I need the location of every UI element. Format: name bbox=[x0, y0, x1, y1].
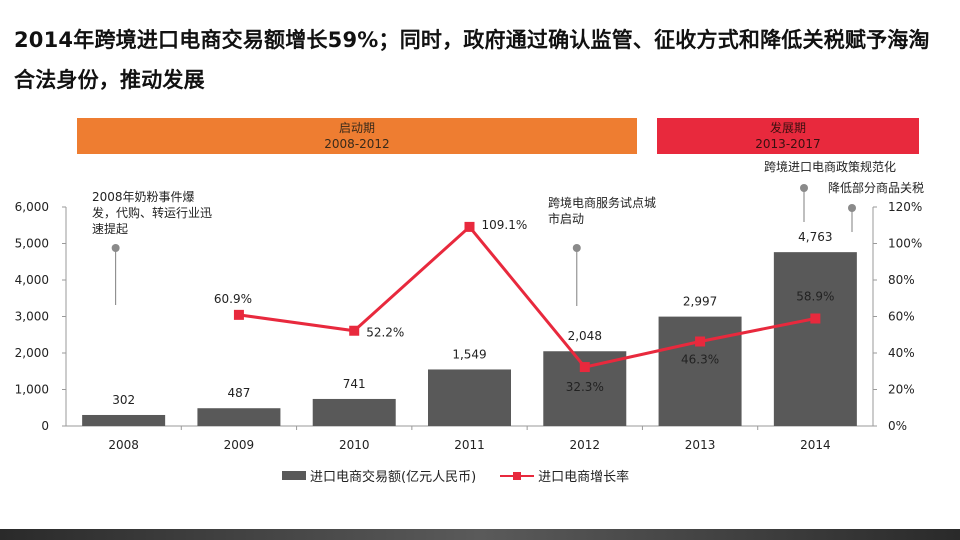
annotation-dot bbox=[800, 184, 808, 192]
x-tick-label: 2010 bbox=[339, 438, 370, 452]
x-tick-label: 2008 bbox=[108, 438, 139, 452]
growth-point bbox=[464, 221, 475, 232]
y-right-tick-label: 120% bbox=[888, 200, 922, 214]
y-left-tick-label: 0 bbox=[41, 419, 49, 433]
legend-line-swatch bbox=[500, 471, 535, 481]
y-left-tick-label: 6,000 bbox=[15, 200, 49, 214]
growth-line bbox=[238, 224, 816, 369]
phase-startup-name: 启动期 bbox=[338, 121, 375, 135]
growth-value-label: 32.3% bbox=[566, 380, 604, 394]
annotation-dot bbox=[848, 204, 856, 212]
growth-point bbox=[349, 325, 360, 336]
phase-development-years: 2013-2017 bbox=[755, 137, 821, 151]
bar-value-label: 302 bbox=[112, 393, 135, 407]
bar bbox=[312, 398, 396, 426]
annotation-2014-policy: 跨境进口电商政策规范化 bbox=[764, 160, 897, 174]
bar-value-label: 741 bbox=[343, 377, 366, 391]
growth-value-label: 109.1% bbox=[482, 218, 528, 232]
bar bbox=[428, 369, 511, 426]
y-right-tick-label: 80% bbox=[888, 273, 915, 287]
growth-value-label: 58.9% bbox=[796, 290, 834, 304]
growth-point bbox=[810, 313, 821, 324]
bar bbox=[773, 252, 857, 426]
bar-value-label: 4,763 bbox=[798, 230, 832, 244]
growth-point bbox=[233, 309, 244, 320]
bar-value-label: 487 bbox=[227, 386, 250, 400]
annotation-dot bbox=[572, 244, 581, 252]
x-tick-label: 2014 bbox=[800, 438, 831, 452]
bar-value-label: 2,997 bbox=[683, 295, 717, 309]
growth-point bbox=[579, 362, 590, 373]
bar-value-label: 2,048 bbox=[568, 329, 602, 343]
annotation-2014-tariff: 降低部分商品关税 bbox=[828, 181, 925, 195]
legend-item-line: 进口电商增长率 bbox=[500, 466, 629, 485]
annotation-2012: 跨境电商服务试点城市启动 bbox=[548, 196, 657, 226]
legend-bar-swatch bbox=[282, 471, 306, 480]
bar bbox=[197, 408, 281, 426]
x-tick-label: 2011 bbox=[454, 438, 485, 452]
annotation-dot bbox=[111, 244, 120, 252]
y-left-tick-label: 4,000 bbox=[15, 273, 49, 287]
annotation-2008: 2008年奶粉事件爆发，代购、转运行业迅速提起 bbox=[92, 190, 213, 236]
legend-item-bar: 进口电商交易额(亿元人民币) bbox=[282, 466, 476, 485]
footer-band bbox=[0, 529, 960, 540]
phase-startup-years: 2008-2012 bbox=[324, 137, 390, 151]
phase-startup: 启动期 2008-2012 bbox=[77, 118, 637, 154]
growth-value-label: 46.3% bbox=[681, 353, 719, 367]
y-left-tick-label: 3,000 bbox=[15, 310, 49, 324]
chart-legend: 进口电商交易额(亿元人民币) 进口电商增长率 bbox=[282, 466, 653, 485]
y-right-tick-label: 60% bbox=[888, 310, 915, 324]
y-left-tick-label: 5,000 bbox=[15, 237, 49, 251]
bar-value-label: 1,549 bbox=[452, 347, 486, 361]
x-tick-label: 2012 bbox=[570, 438, 601, 452]
y-left-tick-label: 1,000 bbox=[15, 383, 49, 397]
growth-value-label: 52.2% bbox=[366, 326, 404, 340]
x-tick-label: 2009 bbox=[224, 438, 255, 452]
bar bbox=[82, 414, 166, 426]
y-left-tick-label: 2,000 bbox=[15, 346, 49, 360]
x-tick-label: 2013 bbox=[685, 438, 716, 452]
growth-value-label: 60.9% bbox=[214, 292, 252, 306]
phase-development: 发展期 2013-2017 bbox=[657, 118, 919, 154]
page-title: 2014年跨境进口电商交易额增长59%；同时，政府通过确认监管、征收方式和降低关… bbox=[14, 28, 930, 92]
growth-point bbox=[695, 336, 706, 347]
y-right-tick-label: 20% bbox=[888, 383, 915, 397]
y-right-tick-label: 0% bbox=[888, 419, 907, 433]
phase-development-name: 发展期 bbox=[769, 121, 806, 135]
y-right-tick-label: 40% bbox=[888, 346, 915, 360]
y-right-tick-label: 100% bbox=[888, 237, 922, 251]
bar bbox=[658, 316, 742, 426]
legend-line-label: 进口电商增长率 bbox=[538, 470, 630, 485]
legend-bar-label: 进口电商交易额(亿元人民币) bbox=[310, 470, 477, 485]
